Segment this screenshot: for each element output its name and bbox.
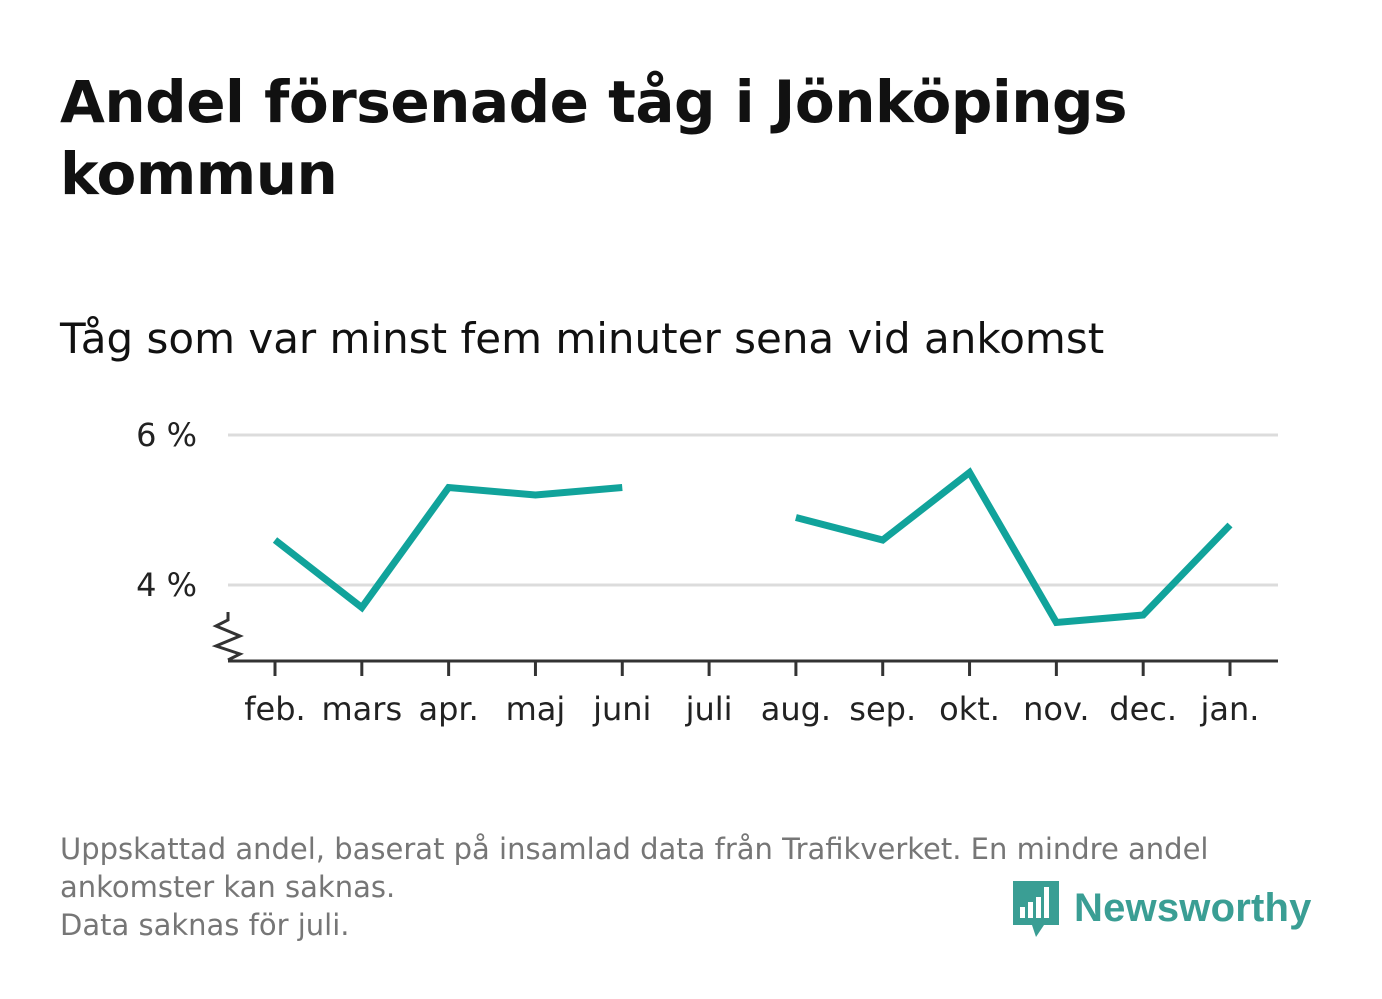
gridlines (228, 433, 1278, 587)
x-tick-label: sep. (849, 690, 916, 728)
footnote: Uppskattad andel, baserat på insamlad da… (60, 830, 1320, 944)
bar-chart-speech-bubble-icon (1013, 881, 1059, 937)
x-axis: feb. mars apr. maj juni juli aug. sep. okt. nov. d… (211, 612, 1278, 728)
x-tick-label: juli (685, 690, 733, 728)
series-line-segment (272, 483, 623, 613)
y-tick-label: 6 % (136, 416, 197, 454)
x-tick-label: jan. (1200, 690, 1260, 728)
chart-title: Andel försenade tåg i Jönköpings kommun (60, 68, 1128, 208)
x-tick-label: maj (506, 690, 566, 728)
y-axis: 4 % 6 % (136, 416, 197, 604)
x-tick-label: dec. (1109, 690, 1177, 728)
x-tick-label: nov. (1023, 690, 1089, 728)
chart-subtitle: Tåg som var minst fem minuter sena vid a… (60, 314, 1105, 363)
x-tick-label: okt. (939, 690, 1000, 728)
axis-break-icon (211, 612, 244, 662)
footnote-line-2: Data saknas för juli. (60, 908, 350, 942)
series-line-segment (795, 467, 1233, 627)
x-tick-label: aug. (761, 690, 831, 728)
brand-logo: Newsworthy (1010, 876, 1312, 940)
x-tick-label: feb. (244, 690, 305, 728)
brand-name: Newsworthy (1074, 885, 1312, 930)
line-chart: 4 % 6 % feb. mars apr. maj juni juli aug. sep. ok… (136, 416, 1278, 728)
x-tick-label: juni (592, 690, 651, 728)
footnote-line-1: Uppskattad andel, baserat på insamlad da… (60, 832, 1209, 904)
series-group (272, 467, 1233, 627)
x-tick-label: mars (322, 690, 403, 728)
y-tick-label: 4 % (136, 566, 197, 604)
x-tick-label: apr. (418, 690, 478, 728)
